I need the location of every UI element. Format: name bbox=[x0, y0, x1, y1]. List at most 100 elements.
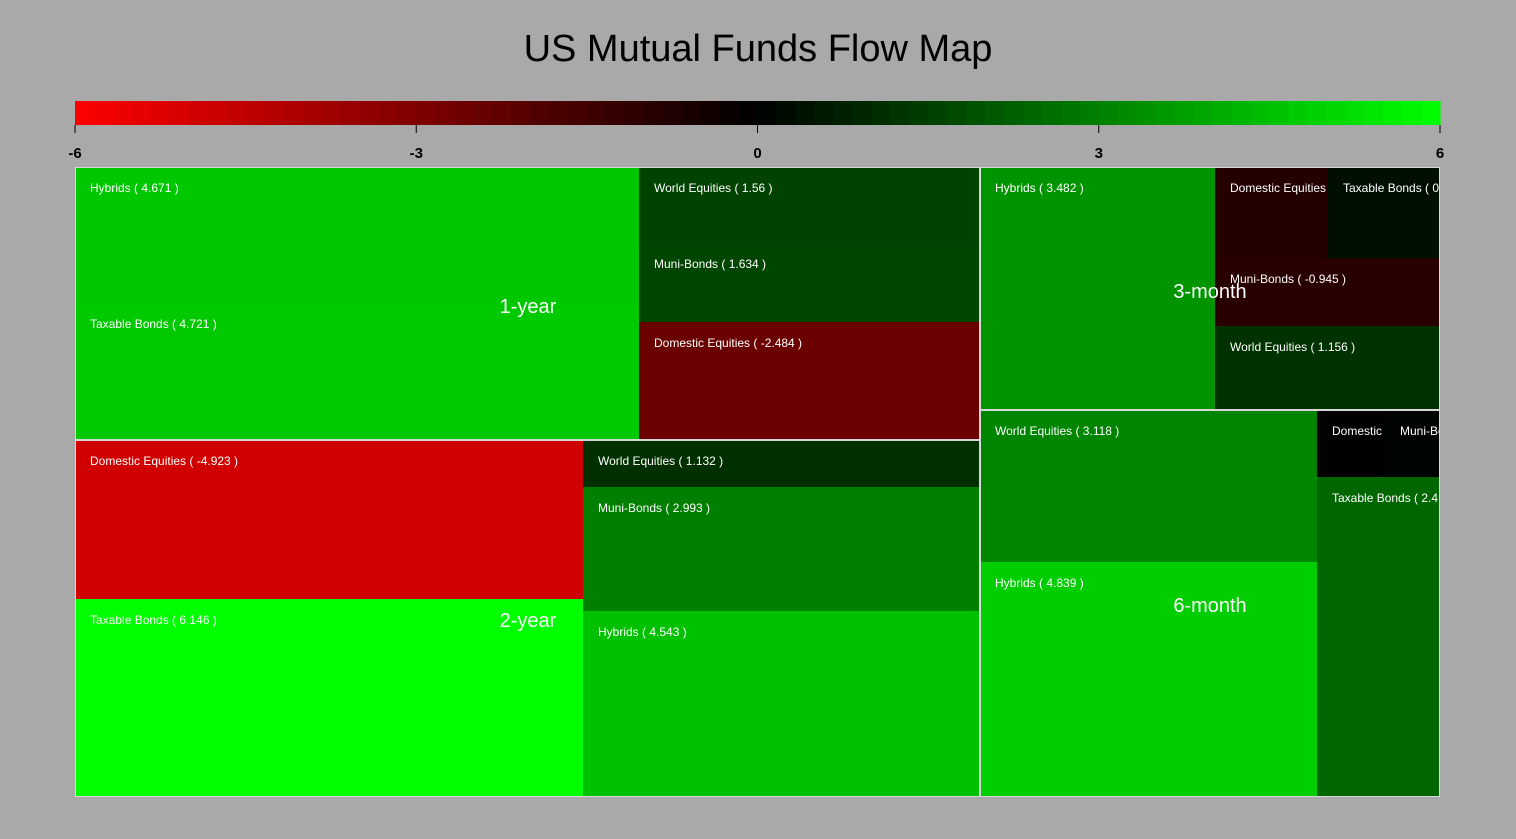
chart-title: US Mutual Funds Flow Map bbox=[523, 28, 993, 70]
legend-swatch bbox=[530, 101, 550, 125]
legend-swatch bbox=[643, 101, 664, 125]
treemap-cell-rect bbox=[980, 562, 1317, 797]
treemap-cell: World Equities ( 3.118 ) bbox=[980, 410, 1317, 562]
treemap-cell-label: Domestic bbox=[1332, 424, 1382, 438]
legend-swatch bbox=[340, 101, 360, 125]
legend-swatch bbox=[435, 101, 455, 125]
treemap-cell-label: World Equities ( 1.56 ) bbox=[654, 181, 773, 195]
legend-gradient-bar bbox=[75, 101, 1441, 125]
legend-swatch bbox=[1288, 101, 1308, 125]
legend-ticks: -6 -3 0 3 6 bbox=[68, 125, 1444, 162]
treemap-cell: Muni-Bonds ( 1.634 ) bbox=[639, 243, 980, 322]
legend-swatch bbox=[454, 101, 474, 125]
treemap-cell-label: Muni-Bo bbox=[1400, 424, 1445, 438]
legend-swatch bbox=[1269, 101, 1289, 125]
legend-tick-label: 6 bbox=[1436, 145, 1444, 162]
group-label: 2-year bbox=[500, 610, 557, 632]
legend-swatch bbox=[1155, 101, 1176, 125]
legend-swatch bbox=[245, 101, 266, 125]
group-label: 1-year bbox=[500, 296, 557, 318]
group-border bbox=[980, 167, 1440, 410]
legend-swatch bbox=[397, 101, 417, 125]
legend-swatch bbox=[416, 101, 436, 125]
legend-swatch bbox=[681, 101, 702, 125]
treemap-cell: Taxable Bonds ( 6.146 ) bbox=[75, 599, 583, 797]
legend-swatch bbox=[131, 101, 152, 125]
treemap-cell-label: World Equities ( 3.118 ) bbox=[995, 424, 1119, 438]
legend-swatch bbox=[473, 101, 493, 125]
legend-swatch bbox=[359, 101, 379, 125]
group-border bbox=[980, 410, 1440, 797]
treemap-cell-rect bbox=[1328, 167, 1440, 258]
legend-swatch bbox=[586, 101, 607, 125]
treemap-cell-label: Taxable Bonds ( 6.146 ) bbox=[90, 613, 217, 627]
treemap-cell-label: Taxable Bonds ( 2.4 bbox=[1332, 491, 1438, 505]
legend-swatch bbox=[1193, 101, 1214, 125]
legend-swatch bbox=[567, 101, 588, 125]
treemap-cell-rect bbox=[1317, 477, 1440, 797]
treemap-cell-label: Taxable Bonds ( 0 bbox=[1343, 181, 1439, 195]
legend-swatch bbox=[852, 101, 872, 125]
treemap-cell: Domestic bbox=[1317, 410, 1385, 477]
treemap-cell-label: World Equities ( 1.156 ) bbox=[1230, 340, 1355, 354]
treemap-cell-label: Domestic Equities bbox=[1230, 181, 1326, 195]
legend-swatch bbox=[624, 101, 645, 125]
treemap-cells: Hybrids ( 4.671 ) Taxable Bonds ( 4.721 )… bbox=[75, 167, 1445, 797]
legend-tick-label: 0 bbox=[753, 145, 761, 162]
treemap-cell-label: Muni-Bonds ( 1.634 ) bbox=[654, 257, 766, 271]
color-legend: -6 -3 0 3 6 bbox=[68, 101, 1444, 162]
legend-swatch bbox=[719, 101, 740, 125]
legend-swatch bbox=[928, 101, 948, 125]
legend-swatch bbox=[548, 101, 569, 125]
legend-swatch bbox=[1022, 101, 1043, 125]
legend-swatch bbox=[871, 101, 891, 125]
legend-swatch bbox=[302, 101, 323, 125]
group-border bbox=[75, 167, 980, 440]
treemap-cell: Muni-Bonds ( 2.993 ) bbox=[583, 487, 980, 611]
legend-swatch bbox=[1421, 101, 1441, 125]
legend-swatch bbox=[1174, 101, 1195, 125]
legend-swatch bbox=[150, 101, 171, 125]
treemap-cell-label: Muni-Bonds ( -0.945 ) bbox=[1230, 272, 1346, 286]
treemap-cell: Muni-Bo bbox=[1385, 410, 1445, 477]
legend-swatch bbox=[1079, 101, 1100, 125]
treemap-cell: Domestic Equities ( -2.484 ) bbox=[639, 322, 980, 440]
group-border bbox=[75, 440, 980, 797]
legend-swatch bbox=[700, 101, 721, 125]
legend-swatch bbox=[776, 101, 797, 125]
group-label: 6-month bbox=[1173, 595, 1246, 617]
treemap-cell: World Equities ( 1.156 ) bbox=[1215, 326, 1440, 410]
treemap-cell-rect bbox=[1385, 410, 1440, 477]
legend-swatch bbox=[833, 101, 853, 125]
treemap-cell: Hybrids ( 4.839 ) bbox=[980, 562, 1317, 797]
legend-swatch bbox=[378, 101, 398, 125]
legend-swatch bbox=[605, 101, 626, 125]
legend-swatch bbox=[169, 101, 190, 125]
treemap-cell-rect bbox=[980, 167, 1215, 410]
legend-tick-label: -6 bbox=[68, 145, 81, 162]
legend-swatch bbox=[1117, 101, 1138, 125]
treemap-cell-rect bbox=[583, 487, 980, 611]
treemap-cell: Taxable Bonds ( 2.4 bbox=[1317, 477, 1440, 797]
treemap-cell-label: Domestic Equities ( -4.923 ) bbox=[90, 454, 238, 468]
legend-tick-label: -3 bbox=[410, 145, 423, 162]
treemap-cell-rect bbox=[75, 303, 639, 440]
treemap-cell: Domestic Equities ( -4.923 ) bbox=[75, 440, 583, 599]
legend-swatch bbox=[814, 101, 834, 125]
legend-swatch bbox=[662, 101, 683, 125]
legend-swatch bbox=[207, 101, 228, 125]
legend-swatch bbox=[1231, 101, 1252, 125]
legend-swatch bbox=[1060, 101, 1081, 125]
treemap-cell-rect bbox=[75, 599, 583, 797]
legend-swatch bbox=[264, 101, 285, 125]
legend-swatch bbox=[1345, 101, 1365, 125]
legend-swatch bbox=[947, 101, 967, 125]
treemap-cell-rect bbox=[583, 611, 980, 797]
treemap-cell: Taxable Bonds ( 4.721 ) bbox=[75, 303, 639, 440]
treemap-cell: Hybrids ( 4.543 ) bbox=[583, 611, 980, 797]
treemap-cell: Hybrids ( 3.482 ) bbox=[980, 167, 1215, 410]
treemap-cell: Muni-Bonds ( -0.945 ) bbox=[1215, 258, 1440, 326]
treemap-cell-rect bbox=[75, 440, 583, 599]
legend-swatch bbox=[1364, 101, 1384, 125]
